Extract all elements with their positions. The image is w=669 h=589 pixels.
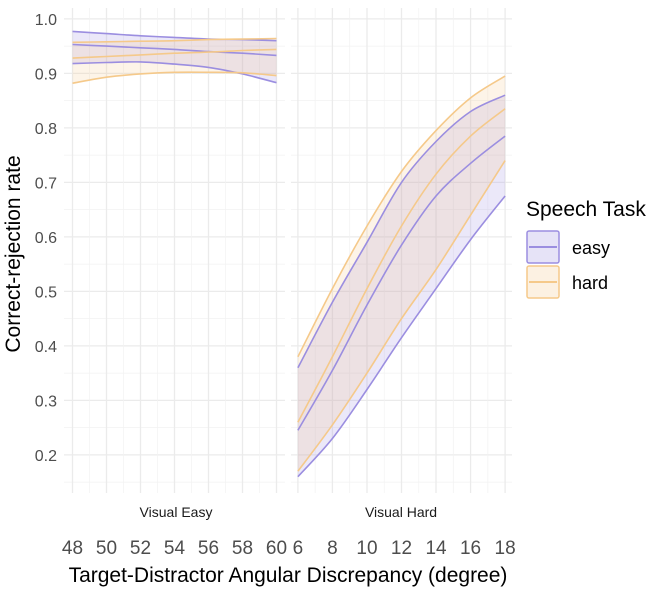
ribbon-hard	[297, 76, 506, 472]
y-tick-label: 0.7	[35, 175, 57, 192]
x-tick-label: 50	[96, 538, 117, 559]
ribbon-easy	[297, 95, 506, 477]
upper-bound-hard	[297, 75, 506, 358]
y-tick-label: 0.4	[35, 339, 57, 356]
legend: Speech Task easy hard	[526, 198, 646, 299]
x-tick-label: 8	[327, 538, 338, 559]
x-tick-label: 48	[62, 538, 83, 559]
y-tick-label: 0.3	[35, 393, 57, 410]
y-tick-label: 0.8	[35, 121, 57, 138]
fit-line-hard	[72, 48, 277, 59]
x-axis-ticks: 48 50 52 54 56 58 60 6 8 10 12 14 16 18	[62, 538, 516, 559]
y-tick-label: 0.6	[35, 230, 57, 247]
y-tick-label: 0.2	[35, 448, 57, 465]
x-tick-label: 14	[425, 538, 447, 559]
x-tick-label: 54	[164, 538, 186, 559]
y-tick-label: 1.0	[35, 12, 57, 29]
x-tick-label: 10	[356, 538, 377, 559]
lower-bound-hard	[72, 71, 277, 84]
x-tick-label: 52	[130, 538, 151, 559]
upper-bound-hard	[72, 37, 277, 44]
x-axis-title: Target-Distractor Angular Discrepancy (d…	[69, 564, 508, 587]
x-tick-label: 56	[198, 538, 219, 559]
y-tick-label: 0.5	[35, 284, 57, 301]
x-tick-label: 58	[232, 538, 253, 559]
y-axis-title: Correct-rejection rate	[2, 155, 25, 352]
x-tick-label: 18	[495, 538, 516, 559]
panel-gridlines	[64, 8, 512, 493]
legend-label-hard: hard	[572, 273, 608, 293]
x-tick-label: 12	[391, 538, 412, 559]
fit-line-easy	[297, 135, 506, 431]
x-tick-label: 60	[266, 538, 287, 559]
lower-bound-hard	[297, 160, 506, 472]
series-lines	[72, 30, 506, 478]
lower-bound-easy	[72, 61, 277, 84]
fit-line-easy	[72, 43, 277, 57]
legend-label-easy: easy	[572, 238, 610, 258]
y-axis-ticks: 0.2 0.3 0.4 0.5 0.6 0.7 0.8 0.9 1.0	[35, 12, 57, 465]
x-tick-label: 6	[293, 538, 304, 559]
confidence-ribbons	[72, 31, 506, 477]
x-tick-label: 16	[460, 538, 481, 559]
strip-label-visual-hard: Visual Hard	[365, 504, 437, 520]
fit-line-hard	[297, 108, 506, 423]
lower-bound-easy	[297, 195, 506, 478]
upper-bound-easy	[297, 94, 506, 369]
y-tick-label: 0.9	[35, 66, 57, 83]
legend-title: Speech Task	[526, 198, 646, 221]
strip-label-visual-easy: Visual Easy	[140, 504, 213, 520]
